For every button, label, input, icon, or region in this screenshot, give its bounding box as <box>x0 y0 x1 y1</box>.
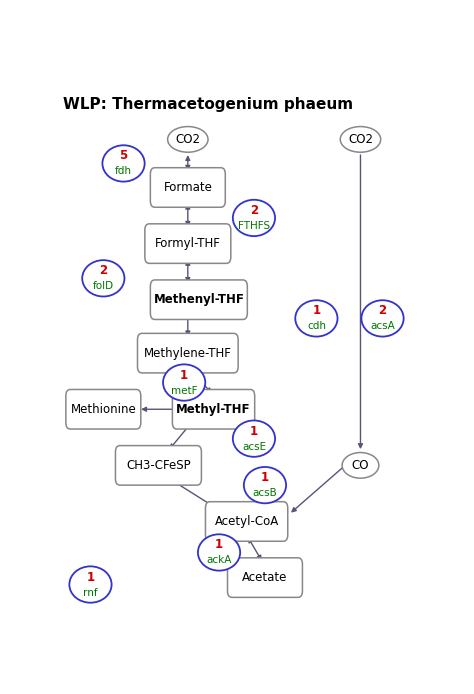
Ellipse shape <box>69 566 111 602</box>
Text: 1: 1 <box>312 305 320 317</box>
Text: folD: folD <box>93 281 114 291</box>
FancyBboxPatch shape <box>150 168 225 208</box>
FancyBboxPatch shape <box>137 333 238 373</box>
Text: 2: 2 <box>378 305 387 317</box>
FancyBboxPatch shape <box>145 224 231 263</box>
Text: fdh: fdh <box>115 167 132 176</box>
FancyBboxPatch shape <box>173 389 255 429</box>
Text: Methylene-THF: Methylene-THF <box>144 346 232 359</box>
Text: ackA: ackA <box>206 555 232 566</box>
Text: Acetyl-CoA: Acetyl-CoA <box>214 515 279 528</box>
FancyBboxPatch shape <box>205 502 288 541</box>
FancyBboxPatch shape <box>66 389 141 429</box>
Ellipse shape <box>361 301 404 337</box>
Text: acsA: acsA <box>370 321 395 332</box>
Text: CO: CO <box>352 459 369 472</box>
Ellipse shape <box>295 301 337 337</box>
Text: cdh: cdh <box>307 321 326 332</box>
Text: 1: 1 <box>261 471 269 484</box>
Text: 2: 2 <box>99 264 108 278</box>
Text: Methenyl-THF: Methenyl-THF <box>154 293 244 306</box>
Text: CH3-CFeSP: CH3-CFeSP <box>126 459 191 472</box>
Text: Formate: Formate <box>164 181 212 194</box>
Text: 1: 1 <box>86 570 94 584</box>
FancyBboxPatch shape <box>116 446 201 485</box>
Text: 1: 1 <box>180 369 188 382</box>
Ellipse shape <box>168 126 208 152</box>
Ellipse shape <box>233 421 275 457</box>
FancyBboxPatch shape <box>228 558 302 598</box>
Text: Formyl-THF: Formyl-THF <box>155 237 221 250</box>
Text: Acetate: Acetate <box>242 571 288 584</box>
Ellipse shape <box>102 145 145 182</box>
Ellipse shape <box>198 534 240 570</box>
Ellipse shape <box>163 364 205 400</box>
Text: acsB: acsB <box>253 488 277 498</box>
FancyBboxPatch shape <box>150 280 247 319</box>
Text: metF: metF <box>171 386 197 396</box>
Text: rnf: rnf <box>83 588 98 598</box>
Ellipse shape <box>244 467 286 503</box>
Text: FTHFS: FTHFS <box>238 221 270 231</box>
Text: 1: 1 <box>250 425 258 438</box>
Text: 2: 2 <box>250 204 258 217</box>
Text: WLP: Thermacetogenium phaeum: WLP: Thermacetogenium phaeum <box>63 96 353 112</box>
Text: 1: 1 <box>215 539 223 552</box>
Text: Methyl-THF: Methyl-THF <box>176 403 251 416</box>
Ellipse shape <box>82 260 125 296</box>
Ellipse shape <box>340 126 381 152</box>
Ellipse shape <box>342 452 379 478</box>
Text: CO2: CO2 <box>348 133 373 146</box>
Text: CO2: CO2 <box>175 133 201 146</box>
Text: Methionine: Methionine <box>71 403 136 416</box>
Text: acsE: acsE <box>242 441 266 452</box>
Text: 5: 5 <box>119 149 128 162</box>
Ellipse shape <box>233 200 275 236</box>
